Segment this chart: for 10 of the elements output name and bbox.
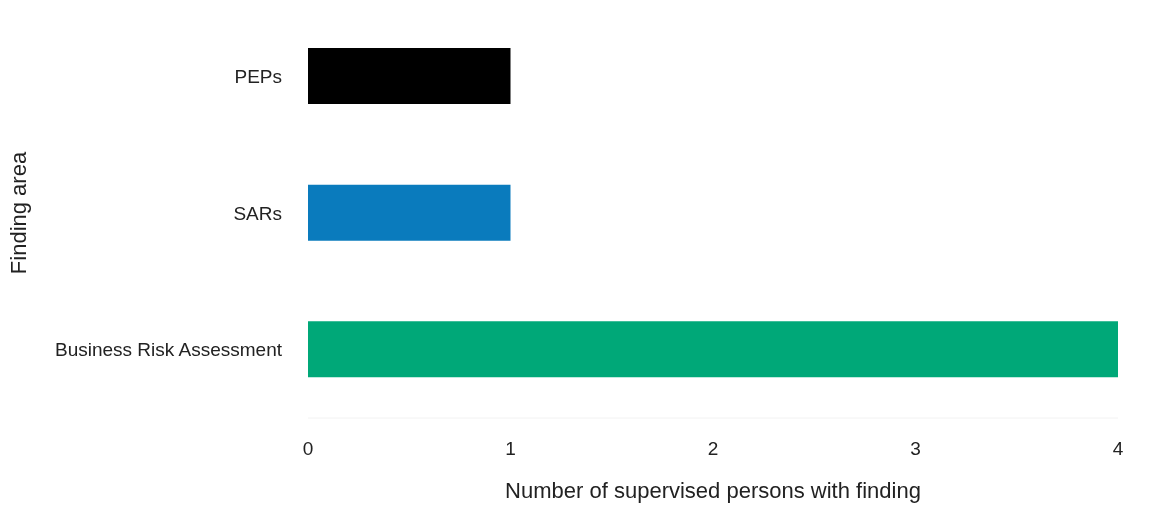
x-axis-title: Number of supervised persons with finding <box>505 478 921 503</box>
x-tick-label: 3 <box>910 438 921 460</box>
y-axis-title: Finding area <box>5 151 31 275</box>
y-tick-label: SARs <box>233 202 282 224</box>
x-tick-label: 1 <box>505 438 516 460</box>
x-tick-label: 4 <box>1112 438 1124 460</box>
x-tick-label: 2 <box>707 438 719 460</box>
y-tick-label: Business Risk Assessment <box>54 339 283 361</box>
x-tick-label: 0 <box>302 438 314 460</box>
y-tick-label: PEPs <box>234 66 282 88</box>
